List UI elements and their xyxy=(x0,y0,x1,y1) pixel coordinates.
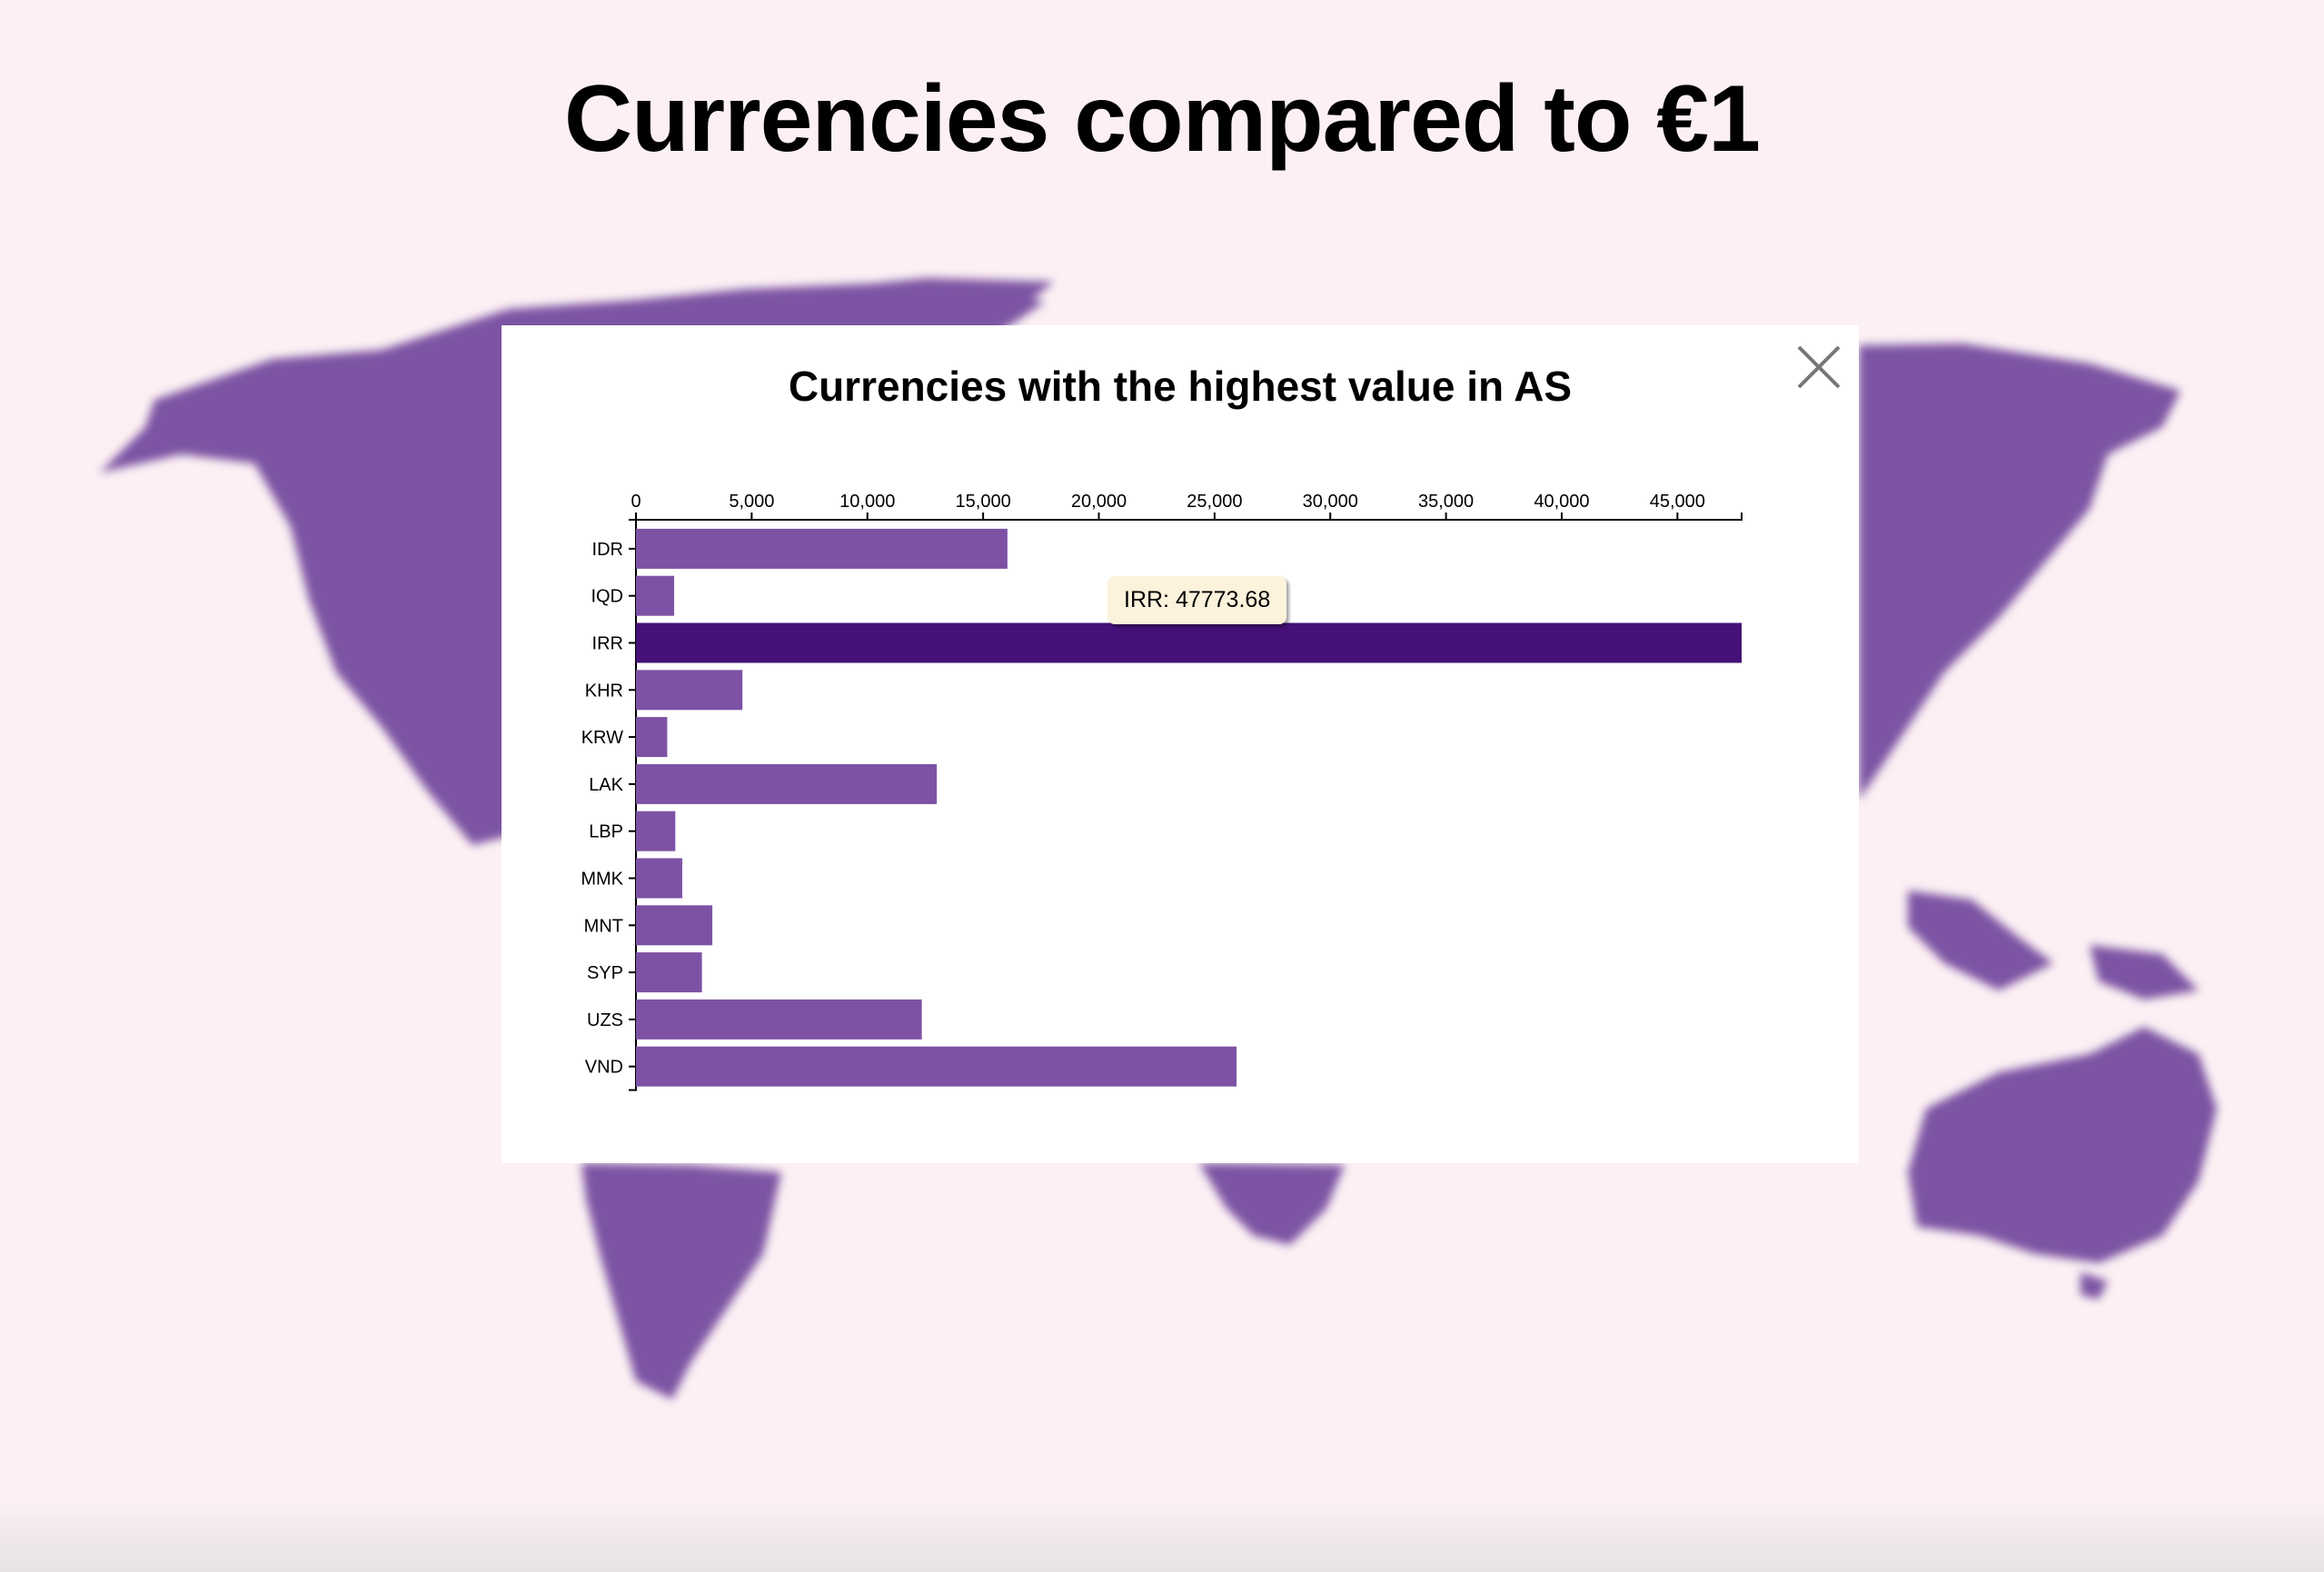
bar-khr xyxy=(636,670,743,711)
bottom-shade xyxy=(0,1499,2324,1572)
y-tick-label: LAK xyxy=(589,775,623,795)
bar-uzs xyxy=(636,999,922,1040)
x-axis-line xyxy=(635,512,1743,521)
bar-vnd xyxy=(636,1046,1237,1087)
y-tick-label: KHR xyxy=(585,681,623,701)
y-tick-label: IDR xyxy=(592,540,623,560)
bar-tooltip: IRR: 47773.68 xyxy=(1107,576,1287,624)
chart-title: Currencies with the highest value in AS xyxy=(788,363,1573,410)
y-tick-label: KRW xyxy=(581,728,623,748)
south-america-shape xyxy=(581,1163,781,1399)
asia-shape xyxy=(1859,343,2180,800)
y-tick-label: IRR xyxy=(592,634,623,654)
y-axis-line xyxy=(629,519,637,1091)
page-title: Currencies compared to €1 xyxy=(564,66,1761,172)
x-tick-label: 10,000 xyxy=(839,492,895,512)
greenland-shape xyxy=(818,278,1054,329)
bar-lbp xyxy=(636,811,676,851)
papua-shape xyxy=(2090,945,2199,1000)
bar-chart: 0 5,000 10,000 15,000 20,000 25,000 30,000 35,0… xyxy=(581,492,1743,1091)
x-tick-label: 5,000 xyxy=(729,492,774,512)
bar-mmk xyxy=(636,858,682,899)
close-x-icon[interactable] xyxy=(1790,338,1848,396)
x-tick-label: 45,000 xyxy=(1650,492,1705,512)
y-tick-label: SYP xyxy=(587,963,623,983)
africa-shape xyxy=(1199,1163,1345,1245)
bar-iqd xyxy=(636,575,675,616)
bar-idr xyxy=(636,528,1008,569)
bar-lak xyxy=(636,763,938,804)
x-tick-label: 20,000 xyxy=(1071,492,1127,512)
y-tick-label: MNT xyxy=(584,916,623,936)
bar-krw xyxy=(636,717,668,758)
x-tick-label: 35,000 xyxy=(1418,492,1474,512)
x-tick-label: 25,000 xyxy=(1187,492,1242,512)
y-tick-label: VND xyxy=(585,1058,623,1078)
bar-mnt xyxy=(636,905,713,946)
x-tick-label: 15,000 xyxy=(956,492,1011,512)
tasmania-shape xyxy=(2081,1272,2108,1299)
y-tick-label: MMK xyxy=(581,870,623,890)
bar-syp xyxy=(636,952,702,993)
y-tick-label: UZS xyxy=(587,1010,623,1030)
y-tick-label: IQD xyxy=(591,587,623,607)
y-tick-label: LBP xyxy=(589,822,623,842)
southeast-asia-shape xyxy=(1908,890,2053,990)
australia-shape xyxy=(1908,1027,2217,1263)
x-tick-label: 30,000 xyxy=(1303,492,1358,512)
x-tick-label: 0 xyxy=(631,492,641,512)
bar-irr xyxy=(636,622,1742,663)
chart-modal: Currencies with the highest value in AS … xyxy=(502,325,1859,1163)
x-tick-label: 40,000 xyxy=(1534,492,1589,512)
